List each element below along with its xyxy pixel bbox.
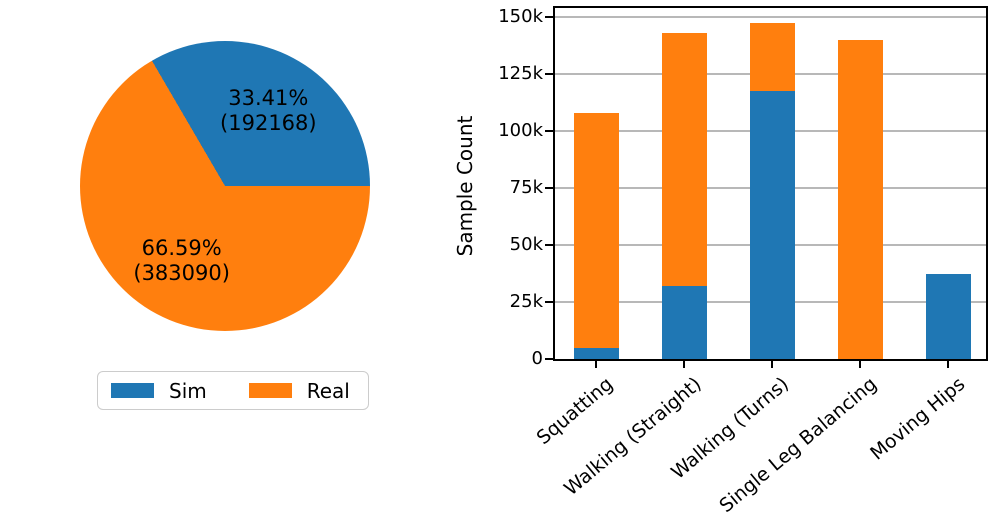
- x-tick-mark-single-leg-balancing: [859, 361, 862, 368]
- legend-swatch-real: [248, 383, 292, 398]
- y-tick-mark-25k: [545, 301, 553, 304]
- pie-count-sim: (192168): [220, 110, 317, 135]
- bar-sim-squatting: [573, 347, 619, 359]
- bar-real-squatting: [573, 112, 619, 348]
- y-tick-label-125k: 125k: [498, 63, 543, 85]
- x-tick-mark-walking-straight: [683, 361, 686, 368]
- pie-legend: Sim Real: [97, 371, 369, 410]
- y-tick-label-0: 0: [531, 348, 543, 369]
- bar-sim-walking-straight: [661, 286, 707, 359]
- legend-swatch-sim: [111, 383, 154, 398]
- y-tick-mark-100k: [545, 130, 553, 133]
- pie-slice-label-real: 66.59% (383090): [133, 236, 230, 286]
- pie-percent-sim: 33.41%: [228, 85, 309, 110]
- y-tick-label-100k: 100k: [498, 120, 543, 142]
- x-tick-mark-moving-hips: [947, 361, 950, 368]
- bar-real-walking-turns: [749, 22, 795, 92]
- x-tick-mark-squatting: [595, 361, 597, 368]
- pie-slice-label-sim: 33.41% (192168): [220, 86, 317, 136]
- legend-label-real: Real: [306, 378, 350, 403]
- y-tick-label-75k: 75k: [509, 177, 543, 199]
- y-tick-mark-75k: [545, 187, 553, 190]
- legend-item-sim: Sim: [111, 381, 207, 401]
- legend-label-sim: Sim: [169, 378, 207, 403]
- bar-sim-moving-hips: [925, 273, 971, 359]
- y-tick-mark-0: [545, 358, 553, 360]
- gridline-150k: [555, 16, 986, 19]
- y-tick-label-150k: 150k: [498, 6, 543, 28]
- x-tick-label-squatting: Squatting: [532, 373, 618, 450]
- pie-chart: [80, 41, 370, 331]
- pie-count-real: (383090): [133, 261, 230, 286]
- y-tick-mark-125k: [545, 73, 553, 76]
- bar-real-walking-straight: [661, 33, 707, 287]
- pie-percent-real: 66.59%: [141, 236, 222, 261]
- y-tick-mark-50k: [545, 244, 553, 247]
- x-tick-mark-walking-turns: [771, 361, 774, 368]
- y-tick-label-25k: 25k: [509, 291, 543, 313]
- bar-real-single-leg-balancing: [837, 39, 883, 359]
- legend-item-real: Real: [248, 378, 350, 403]
- x-tick-label-single-leg-balancing: Single Leg Balancing: [715, 373, 882, 518]
- bar-sim-walking-turns: [749, 91, 795, 359]
- y-tick-mark-150k: [545, 16, 553, 19]
- x-tick-label-moving-hips: Moving Hips: [866, 373, 970, 465]
- y-tick-label-50k: 50k: [509, 234, 543, 256]
